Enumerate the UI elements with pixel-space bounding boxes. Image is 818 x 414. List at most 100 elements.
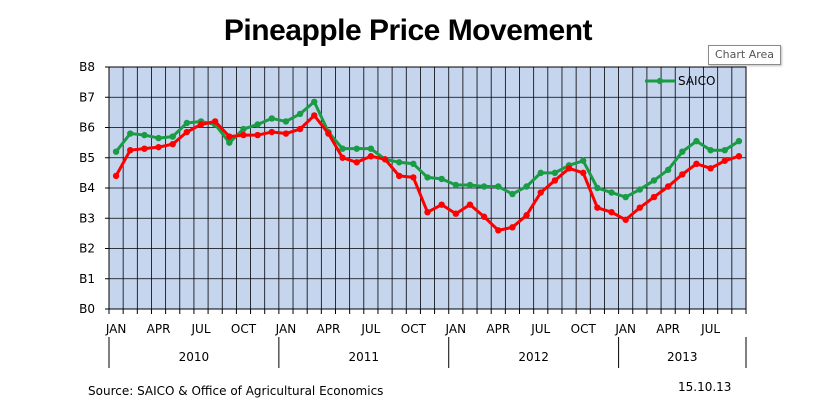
data-point bbox=[664, 183, 672, 190]
data-point bbox=[679, 148, 686, 155]
data-point bbox=[339, 154, 346, 161]
series-red bbox=[112, 112, 743, 234]
data-point bbox=[367, 153, 375, 160]
data-point bbox=[410, 160, 417, 167]
x-tick-label: APR bbox=[317, 322, 341, 336]
y-tick-label: B2 bbox=[79, 242, 95, 256]
y-tick-label: B6 bbox=[79, 121, 95, 135]
data-point bbox=[367, 145, 375, 152]
data-point bbox=[155, 134, 162, 142]
series-layer bbox=[112, 98, 743, 234]
data-point bbox=[580, 157, 587, 164]
data-point bbox=[395, 159, 403, 166]
chart-title: Pineapple Price Movement bbox=[224, 14, 593, 47]
data-point bbox=[424, 209, 431, 216]
chart-area-tooltip: Chart Area bbox=[708, 45, 782, 65]
year-label: 2013 bbox=[667, 350, 698, 364]
data-point bbox=[594, 204, 601, 211]
data-point bbox=[594, 184, 601, 192]
data-point bbox=[438, 201, 445, 208]
data-point bbox=[438, 175, 445, 183]
data-point bbox=[169, 140, 176, 148]
data-point bbox=[679, 171, 686, 178]
x-tick-label: OCT bbox=[401, 322, 427, 336]
x-tick-label: JUL bbox=[360, 322, 380, 336]
x-tick-label: JAN bbox=[105, 322, 127, 336]
data-point bbox=[240, 125, 247, 133]
x-tick-label: APR bbox=[486, 322, 510, 336]
data-point bbox=[226, 133, 233, 140]
data-point bbox=[268, 128, 275, 136]
x-tick-label: OCT bbox=[571, 322, 597, 336]
year-label: 2010 bbox=[179, 350, 210, 364]
data-point bbox=[183, 128, 191, 136]
data-point bbox=[183, 119, 191, 127]
y-tick-label: B5 bbox=[79, 151, 95, 165]
data-point bbox=[565, 165, 573, 172]
y-tick-label: B1 bbox=[79, 272, 95, 286]
data-point bbox=[282, 118, 290, 125]
legend: SAICO bbox=[645, 74, 715, 88]
data-point bbox=[509, 190, 516, 198]
data-point bbox=[523, 212, 530, 219]
data-point bbox=[622, 216, 629, 223]
x-tick-label: JAN bbox=[445, 322, 467, 336]
data-point bbox=[452, 210, 460, 217]
data-point bbox=[296, 125, 304, 133]
data-point bbox=[424, 174, 431, 181]
data-point bbox=[466, 181, 474, 189]
data-point bbox=[622, 193, 629, 201]
data-point bbox=[551, 169, 559, 177]
data-point bbox=[325, 130, 332, 137]
date-note: 15.10.13 bbox=[678, 380, 731, 394]
data-point bbox=[466, 201, 474, 208]
data-point bbox=[495, 227, 502, 234]
x-tick-label: JAN bbox=[275, 322, 297, 336]
data-point bbox=[254, 131, 261, 139]
y-tick-label: B8 bbox=[79, 60, 95, 74]
data-point bbox=[537, 169, 544, 177]
data-point bbox=[608, 209, 615, 216]
data-point bbox=[296, 110, 304, 118]
data-point bbox=[721, 157, 728, 164]
data-point bbox=[721, 146, 728, 154]
year-label: 2011 bbox=[349, 350, 380, 364]
data-point bbox=[127, 146, 134, 154]
x-tick-label: JUL bbox=[191, 322, 211, 336]
data-point bbox=[650, 177, 658, 184]
data-point bbox=[523, 183, 530, 190]
data-point bbox=[495, 183, 502, 190]
data-point bbox=[580, 169, 587, 177]
data-point bbox=[141, 145, 148, 152]
data-point bbox=[155, 143, 162, 151]
data-point bbox=[311, 98, 318, 105]
data-point bbox=[693, 137, 700, 145]
data-point bbox=[395, 172, 403, 180]
data-point bbox=[735, 153, 743, 160]
x-tick-label: APR bbox=[656, 322, 680, 336]
year-label: 2012 bbox=[518, 350, 549, 364]
data-point bbox=[480, 213, 488, 220]
data-point bbox=[353, 159, 360, 166]
data-point bbox=[226, 139, 233, 146]
legend-label: SAICO bbox=[678, 74, 715, 88]
data-point bbox=[452, 181, 460, 189]
data-point bbox=[169, 133, 176, 140]
legend-marker bbox=[656, 77, 664, 85]
x-axis: JAN APR JUL OCT JAN APR JUL OCT JAN APR JUL OCT JAN A… bbox=[105, 309, 747, 368]
data-point bbox=[509, 224, 516, 231]
y-tick-label: B3 bbox=[79, 211, 95, 225]
data-point bbox=[211, 118, 219, 125]
data-point bbox=[693, 160, 700, 167]
data-point bbox=[480, 183, 488, 190]
y-tick-label: B4 bbox=[79, 181, 95, 195]
x-tick-label: JUL bbox=[530, 322, 550, 336]
data-point bbox=[141, 131, 148, 139]
data-point bbox=[197, 121, 205, 128]
data-point bbox=[664, 166, 672, 174]
data-point bbox=[112, 172, 120, 180]
x-tick-label: JUL bbox=[700, 322, 720, 336]
y-tick-label: B7 bbox=[79, 90, 95, 104]
y-axis: B0 B1 B2 B3 B4 B5 B6 B7 B8 bbox=[79, 60, 109, 316]
data-point bbox=[339, 145, 346, 152]
